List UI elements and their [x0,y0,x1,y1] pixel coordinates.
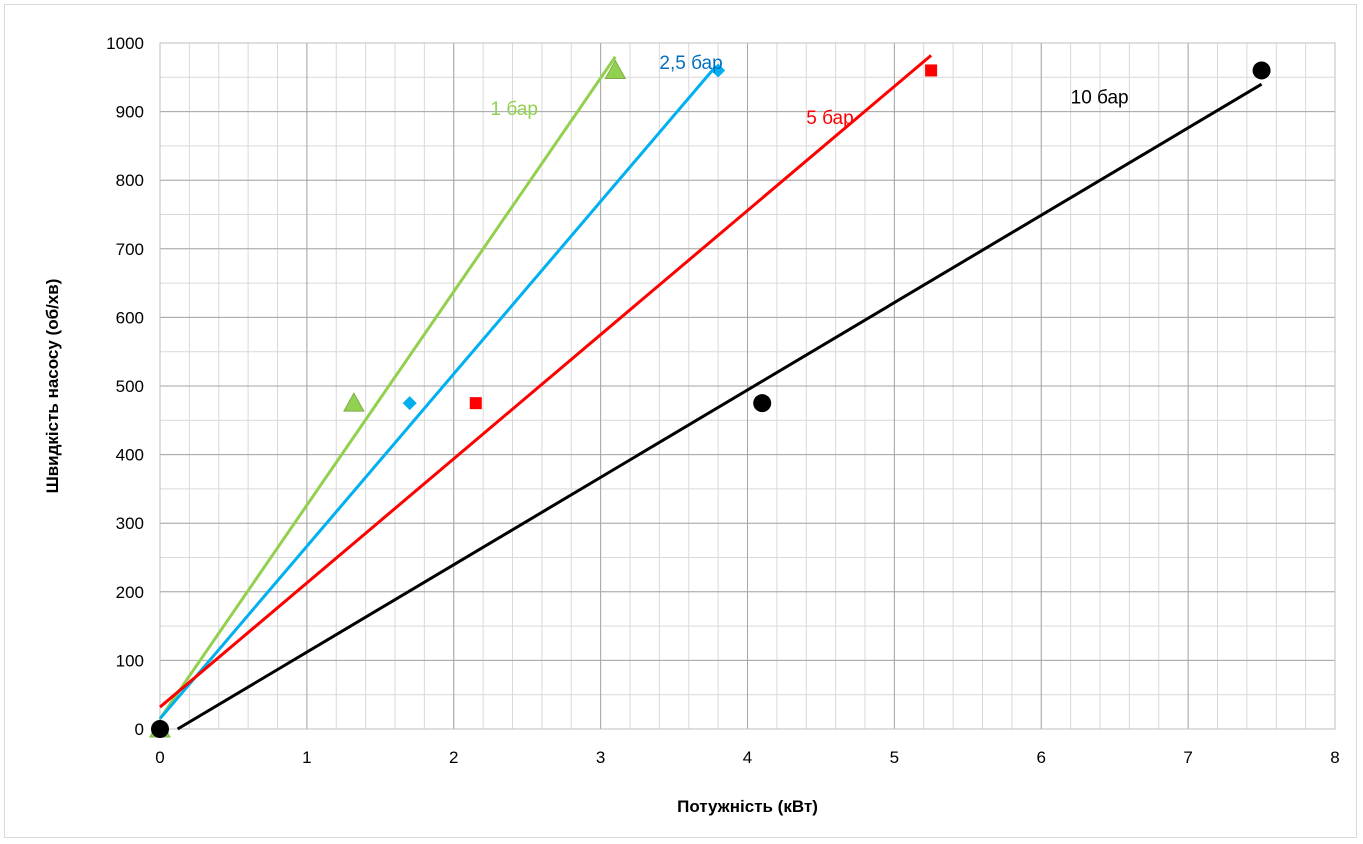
series-label: 5 бар [806,108,853,129]
data-point [469,397,482,410]
x-tick-label: 7 [1183,748,1192,767]
plot-area-border [159,42,1336,730]
x-tick-label: 5 [890,748,899,767]
trendline [159,54,933,709]
y-tick-label: 100 [116,651,144,670]
data-point [343,392,365,412]
y-tick-label: 400 [116,446,144,465]
trendline [176,82,1263,731]
data-points [149,59,1271,738]
data-point [151,720,169,738]
y-tick-label: 1000 [106,34,144,53]
series-label: 1 бар [490,99,537,120]
x-axis-title: Потужність (кВт) [677,797,818,816]
x-tick-label: 6 [1037,748,1046,767]
y-tick-label: 600 [116,308,144,327]
x-tick-label: 8 [1330,748,1339,767]
x-tick-label: 1 [302,748,311,767]
trendline [158,55,617,720]
series-label: 2,5 бар [659,53,722,74]
data-point [402,396,417,411]
y-axis-title: Швидкість насосу (об/хв) [43,279,62,494]
data-point [711,63,726,78]
data-point [604,59,627,79]
y-tick-label: 900 [116,103,144,122]
x-axis-tick-labels: 0 1 2 3 4 5 6 7 8 [155,748,1339,767]
x-tick-label: 3 [596,748,605,767]
x-tick-label: 4 [743,748,752,767]
trendline [158,66,717,720]
series-label: 10 бар [1071,87,1129,108]
y-tick-label: 200 [116,583,144,602]
x-tick-label: 2 [449,748,458,767]
y-tick-label: 0 [135,720,144,739]
x-tick-label: 0 [155,748,164,767]
data-point [925,64,938,77]
y-tick-label: 300 [116,514,144,533]
data-point [753,394,772,413]
trendlines [158,54,1263,731]
series-labels: 1 бар 2,5 бар 5 бар 10 бар [490,53,1128,129]
y-axis-tick-labels: 0 100 200 300 400 500 600 700 800 900 1000 [106,34,144,739]
y-tick-label: 700 [116,240,144,259]
data-point [1252,61,1271,80]
y-tick-label: 800 [116,171,144,190]
y-tick-label: 500 [116,377,144,396]
